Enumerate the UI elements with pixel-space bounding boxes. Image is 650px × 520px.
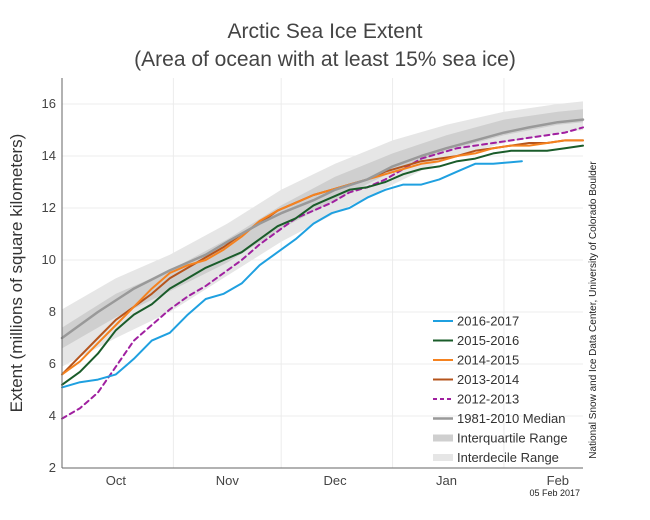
y-tick-label: 8: [49, 304, 56, 319]
y-tick-label: 6: [49, 356, 56, 371]
x-tick-label: Dec: [324, 473, 348, 488]
data-credit: National Snow and Ice Data Center, Unive…: [588, 161, 599, 459]
x-tick-label: Feb: [547, 473, 569, 488]
legend-label-2016-2017: 2016-2017: [457, 314, 519, 329]
legend-label-2015-2016: 2015-2016: [457, 333, 519, 348]
y-tick-label: 16: [42, 96, 56, 111]
y-tick-label: 14: [42, 148, 56, 163]
date-stamp: 05 Feb 2017: [529, 488, 580, 498]
y-tick-label: 2: [49, 460, 56, 475]
x-tick-label: Oct: [106, 473, 127, 488]
legend-label-2014-2015: 2014-2015: [457, 353, 519, 368]
legend-label-1981-2010-median: 1981-2010 Median: [457, 411, 565, 426]
legend-label-2013-2014: 2013-2014: [457, 372, 519, 387]
legend-label-interdecile-range: Interdecile Range: [457, 450, 559, 465]
series-line-2015-2016: [61, 144, 584, 386]
series-line-2014-2015: [61, 139, 584, 376]
series-line-2016-2017: [61, 160, 523, 389]
chart-title: Arctic Sea Ice Extent: [228, 20, 423, 43]
y-tick-label: 12: [42, 200, 56, 215]
legend: 2016-2017 2015-2016 2014-2015 2013-2014 2012…: [433, 314, 568, 465]
y-tick-label: 10: [42, 252, 56, 267]
x-tick-label: Nov: [216, 473, 240, 488]
series-line-2012-2013: [61, 126, 584, 420]
series-lines: [60, 118, 585, 420]
x-tick-label: Jan: [436, 473, 457, 488]
y-tick-label: 4: [49, 408, 56, 423]
series-line-1981-2010-median: [60, 118, 585, 340]
axes: 2 4 6 8 10 12 14 16 Oct Nov Dec Jan Feb: [42, 78, 583, 488]
legend-label-interquartile-range: Interquartile Range: [457, 431, 568, 446]
y-axis-label: Extent (millions of square kilometers): [7, 134, 26, 413]
chart-subtitle: (Area of ocean with at least 15% sea ice…: [134, 48, 516, 71]
legend-label-2012-2013: 2012-2013: [457, 392, 519, 407]
